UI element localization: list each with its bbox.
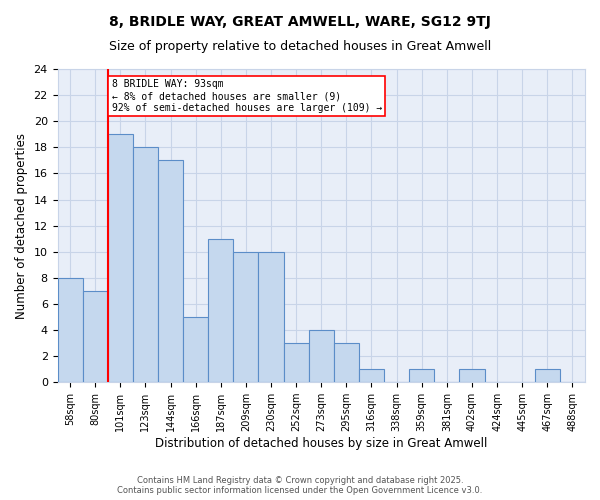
Bar: [359, 369, 384, 382]
Bar: [83, 291, 108, 382]
Text: Contains HM Land Registry data © Crown copyright and database right 2025.
Contai: Contains HM Land Registry data © Crown c…: [118, 476, 482, 495]
Bar: [409, 369, 434, 382]
Bar: [334, 343, 359, 382]
Text: Size of property relative to detached houses in Great Amwell: Size of property relative to detached ho…: [109, 40, 491, 53]
Bar: [460, 369, 485, 382]
Bar: [535, 369, 560, 382]
Bar: [183, 317, 208, 382]
Y-axis label: Number of detached properties: Number of detached properties: [15, 132, 28, 318]
X-axis label: Distribution of detached houses by size in Great Amwell: Distribution of detached houses by size …: [155, 437, 487, 450]
Bar: [259, 252, 284, 382]
Bar: [309, 330, 334, 382]
Text: 8, BRIDLE WAY, GREAT AMWELL, WARE, SG12 9TJ: 8, BRIDLE WAY, GREAT AMWELL, WARE, SG12 …: [109, 15, 491, 29]
Bar: [233, 252, 259, 382]
Bar: [133, 148, 158, 382]
Bar: [284, 343, 309, 382]
Bar: [108, 134, 133, 382]
Bar: [208, 238, 233, 382]
Bar: [58, 278, 83, 382]
Bar: [158, 160, 183, 382]
Text: 8 BRIDLE WAY: 93sqm
← 8% of detached houses are smaller (9)
92% of semi-detached: 8 BRIDLE WAY: 93sqm ← 8% of detached hou…: [112, 80, 382, 112]
